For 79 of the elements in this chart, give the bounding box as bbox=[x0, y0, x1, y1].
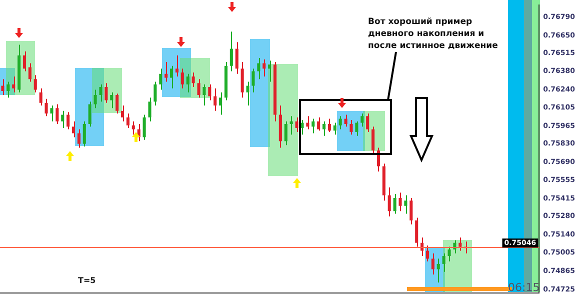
candlestick bbox=[44, 98, 48, 117]
candlestick bbox=[170, 65, 174, 89]
candlestick bbox=[410, 197, 413, 225]
candlestick bbox=[284, 120, 288, 146]
candlestick bbox=[388, 186, 391, 217]
candlestick bbox=[252, 68, 255, 93]
candlestick bbox=[154, 81, 157, 106]
candlestick bbox=[39, 88, 42, 106]
candlestick bbox=[426, 244, 430, 262]
candlestick bbox=[317, 116, 320, 132]
candlestick bbox=[415, 217, 418, 248]
annotation: Вот хороший пример дневного накопления и после истинное движение bbox=[368, 16, 499, 52]
candlestick bbox=[393, 193, 396, 214]
annotation: 06:15 bbox=[508, 281, 540, 294]
candlestick bbox=[56, 104, 59, 125]
candlestick bbox=[22, 50, 26, 72]
candlestick bbox=[257, 58, 260, 80]
candlestick bbox=[99, 84, 102, 102]
candlestick bbox=[214, 88, 217, 112]
candlestick bbox=[306, 116, 310, 130]
candlestick bbox=[186, 73, 190, 93]
candlestick bbox=[312, 118, 315, 134]
candlestick bbox=[355, 120, 358, 136]
candlestick bbox=[431, 252, 434, 276]
candlestick bbox=[202, 84, 206, 106]
candlestick bbox=[61, 110, 64, 128]
candlestick bbox=[110, 92, 114, 109]
candlestick bbox=[159, 68, 162, 90]
candlestick bbox=[94, 89, 97, 109]
candlestick bbox=[132, 120, 135, 136]
candlestick bbox=[366, 112, 370, 132]
candlestick bbox=[333, 122, 336, 136]
candlestick bbox=[104, 82, 108, 104]
candlestick bbox=[175, 54, 179, 77]
candlestick bbox=[1, 78, 4, 96]
candlestick bbox=[322, 120, 326, 136]
candlestick bbox=[328, 118, 331, 132]
candlestick bbox=[6, 81, 10, 98]
candlestick bbox=[290, 116, 293, 136]
candlestick bbox=[404, 194, 408, 214]
candlestick bbox=[72, 120, 76, 138]
candlestick bbox=[448, 246, 451, 262]
candlestick bbox=[350, 120, 353, 136]
candlestick bbox=[66, 112, 70, 130]
candlestick bbox=[360, 112, 364, 128]
candlestick bbox=[77, 128, 80, 148]
candlestick bbox=[197, 78, 200, 98]
candlestick bbox=[344, 114, 348, 128]
candlestick bbox=[28, 62, 32, 82]
candlestick bbox=[295, 116, 298, 132]
candlestick bbox=[246, 81, 250, 106]
candlestick bbox=[436, 258, 440, 283]
candlestick bbox=[148, 97, 152, 122]
candlestick bbox=[398, 192, 402, 212]
candlestick bbox=[121, 105, 124, 122]
candlestick bbox=[192, 72, 195, 88]
candlestick bbox=[338, 116, 342, 130]
candlestick bbox=[268, 60, 272, 82]
candlestick bbox=[142, 114, 146, 140]
annotation: T=5 bbox=[78, 276, 96, 285]
candlestick bbox=[458, 237, 462, 252]
candlestick bbox=[300, 120, 304, 136]
candlestick bbox=[372, 126, 375, 155]
candlestick bbox=[240, 61, 244, 98]
candlestick bbox=[442, 252, 446, 272]
candlestick bbox=[50, 105, 54, 122]
candlestick bbox=[262, 58, 266, 77]
candlestick bbox=[208, 84, 212, 101]
candlestick bbox=[126, 112, 130, 128]
candlestick bbox=[34, 74, 37, 93]
candlestick bbox=[116, 93, 119, 114]
candlestick bbox=[82, 120, 86, 147]
candlestick bbox=[12, 76, 16, 93]
candlestick bbox=[230, 31, 233, 72]
candlestick bbox=[219, 92, 222, 116]
candlestick bbox=[235, 42, 238, 74]
candlestick bbox=[164, 61, 168, 82]
candlestick bbox=[88, 101, 92, 128]
candlestick bbox=[180, 68, 184, 89]
